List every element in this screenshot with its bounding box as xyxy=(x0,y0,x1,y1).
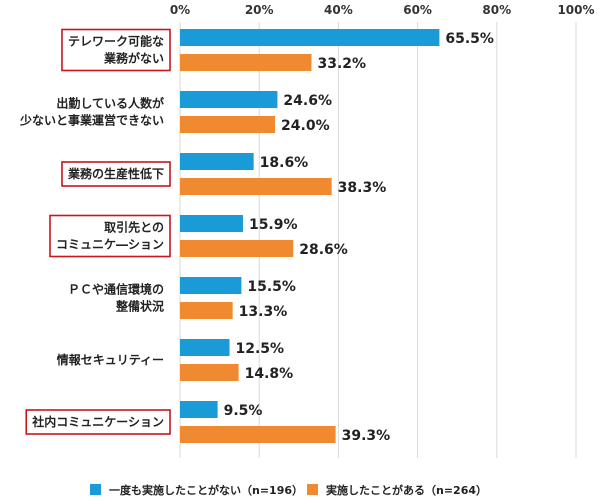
legend: 一度も実施したことがない（n=196） 実施したことがある（n=264） xyxy=(90,483,487,497)
x-tick-label: 40% xyxy=(324,3,353,17)
data-label: 14.8% xyxy=(245,366,294,382)
legend-swatch xyxy=(90,484,101,495)
data-label: 28.6% xyxy=(299,242,348,258)
data-label: 13.3% xyxy=(239,304,288,320)
category-label: コミュニケ―ション xyxy=(56,238,164,252)
x-tick-label: 100% xyxy=(557,3,594,17)
data-label: 15.9% xyxy=(249,217,298,233)
category-label: 取引先との xyxy=(104,220,164,235)
legend-label: 実施したことがある（n=264） xyxy=(326,483,487,497)
data-label: 24.6% xyxy=(283,93,332,109)
x-tick-label: 0% xyxy=(170,3,190,17)
bar xyxy=(180,302,233,319)
bar xyxy=(180,401,218,418)
bar xyxy=(180,215,243,232)
data-label: 39.3% xyxy=(342,428,391,444)
bar xyxy=(180,364,239,381)
bar xyxy=(180,153,254,170)
legend-label: 一度も実施したことがない（n=196） xyxy=(109,483,303,497)
x-tick-label: 20% xyxy=(245,3,274,17)
bars xyxy=(180,29,440,443)
x-tick-label: 60% xyxy=(403,3,432,17)
category-labels: テレワーク可能な業務がない出勤している人数が少ないと事業運営できない業務の生産性… xyxy=(19,28,171,435)
data-label: 33.2% xyxy=(317,56,366,72)
x-axis-ticks: 0% 20% 40% 60% 80% 100% xyxy=(170,3,595,17)
category-label: テレワーク可能な xyxy=(68,34,164,49)
bar xyxy=(180,178,332,195)
bar xyxy=(180,116,276,133)
category-label: 整備状況 xyxy=(115,299,164,314)
category-label: 出勤している人数が xyxy=(56,96,164,111)
bar xyxy=(180,339,230,356)
bar xyxy=(180,426,336,443)
category-label: ＰＣや通信環境の xyxy=(68,282,164,297)
category-label: 業務の生産性低下 xyxy=(67,166,164,181)
data-label: 24.0% xyxy=(281,118,330,134)
data-label: 9.5% xyxy=(224,403,263,419)
data-label: 12.5% xyxy=(236,341,285,357)
category-label: 社内コミュニケーション xyxy=(31,414,164,429)
data-label: 38.3% xyxy=(338,180,387,196)
bar xyxy=(180,54,312,71)
highlight-box xyxy=(49,214,171,258)
legend-swatch xyxy=(307,484,318,495)
data-label: 15.5% xyxy=(247,279,296,295)
category-label: 情報セキュリティー xyxy=(57,352,164,367)
highlight-box xyxy=(25,409,171,435)
highlight-box xyxy=(61,161,171,187)
data-labels: 65.5% 33.2% 24.6% 24.0% 18.6% 38.3% 15.9%28.6%… xyxy=(224,31,494,444)
bar xyxy=(180,91,278,108)
category-label: 業務がない xyxy=(103,51,164,66)
category-label: 少ないと事業運営できない xyxy=(19,113,164,128)
highlight-box xyxy=(61,28,171,72)
data-label: 18.6% xyxy=(260,155,309,171)
bar xyxy=(180,29,440,46)
bar xyxy=(180,277,242,294)
data-label: 65.5% xyxy=(445,31,494,47)
x-tick-label: 80% xyxy=(482,3,511,17)
bar xyxy=(180,240,294,257)
